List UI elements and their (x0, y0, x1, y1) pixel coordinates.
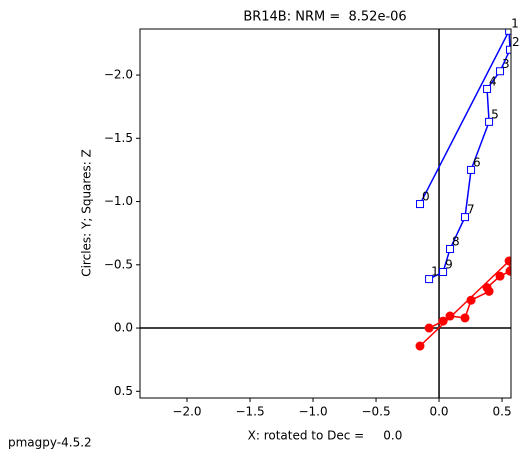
circle-point (438, 316, 448, 326)
x-tick-label: 0.0 (429, 405, 448, 419)
y-axis-label: Circles: Y; Squares: Z (80, 149, 94, 277)
square-point (505, 29, 511, 35)
point-label: 2 (512, 35, 520, 49)
circle-point (505, 266, 511, 276)
circle-point (504, 256, 511, 266)
x-tick-label: −1.5 (235, 405, 264, 419)
circle-point (445, 311, 455, 321)
square-point (446, 244, 455, 253)
x-tick-label: −2.0 (172, 405, 201, 419)
circle-point (466, 295, 476, 305)
square-point (416, 200, 425, 209)
point-label: 6 (473, 155, 481, 169)
point-label: 8 (452, 234, 460, 248)
circle-point (495, 271, 505, 281)
x-axis-label: X: rotated to Dec = 0.0 (248, 429, 403, 443)
y-tick-label: −2.0 (104, 68, 133, 82)
footer: pmagpy-4.5.2 (8, 436, 92, 450)
x-tick-label: −0.5 (361, 405, 390, 419)
y-tick-label: −0.5 (104, 257, 133, 271)
point-label: 5 (491, 107, 499, 121)
plot-frame (139, 28, 512, 399)
point-label: 3 (502, 57, 510, 71)
y-tick-label: 0.0 (114, 321, 133, 335)
x-tick-label: −1.0 (298, 405, 327, 419)
plot-area (140, 29, 511, 398)
square-point (439, 268, 448, 277)
point-label: 9 (445, 258, 453, 272)
point-label: 1 (511, 16, 519, 30)
square-point (467, 165, 476, 174)
y-tick-label: −1.5 (104, 131, 133, 145)
point-label: 1 (431, 265, 439, 279)
y-tick-label: 0.5 (114, 384, 133, 398)
circle-point (424, 323, 434, 333)
point-label: 4 (489, 74, 497, 88)
square-point (461, 213, 470, 222)
circle-point (460, 313, 470, 323)
point-label: 7 (467, 203, 475, 217)
circle-point (484, 286, 494, 296)
y-tick-label: −1.0 (104, 194, 133, 208)
x-tick-label: 0.5 (493, 405, 512, 419)
circle-point (415, 341, 425, 351)
square-point (505, 45, 511, 54)
square-point (485, 117, 494, 126)
square-point (425, 275, 434, 284)
chart-title: BR14B: NRM = 8.52e-06 (243, 10, 406, 25)
square-point (496, 67, 505, 76)
square-point (483, 84, 492, 93)
point-label: 0 (422, 190, 430, 204)
